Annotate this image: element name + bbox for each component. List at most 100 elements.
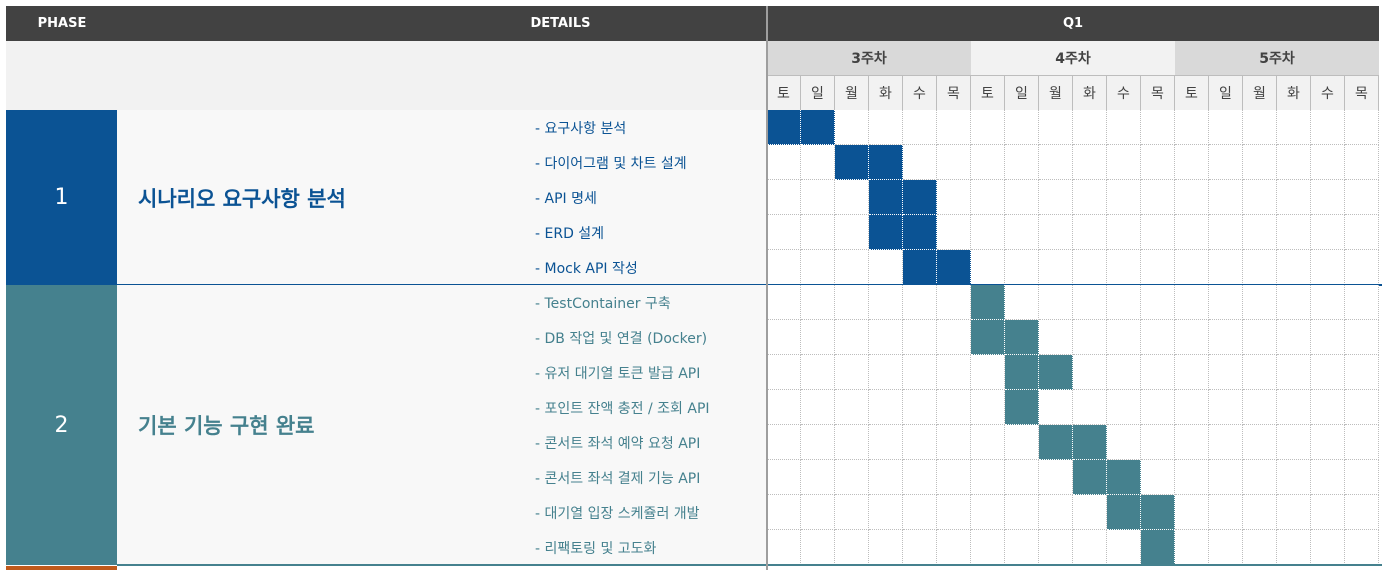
day-header: 일 [801, 75, 835, 110]
gantt-bar-cell [903, 250, 937, 285]
week-header-1-label: 3주차 [851, 51, 887, 67]
gantt-empty-cell [971, 180, 1005, 215]
phase-title-label: 기본 기능 구현 완료 [138, 414, 315, 438]
day-header: 수 [1107, 75, 1141, 110]
gantt-bar-cell [1039, 355, 1073, 390]
gantt-empty-cell [937, 355, 971, 390]
gantt-empty-cell [1243, 285, 1277, 320]
gantt-bar-cell [971, 320, 1005, 355]
gantt-empty-cell [1039, 250, 1073, 285]
gantt-empty-cell [1209, 530, 1243, 565]
gantt-empty-cell [1005, 250, 1039, 285]
gantt-empty-cell [1107, 110, 1141, 145]
gantt-empty-cell [1311, 250, 1345, 285]
day-header: 목 [1141, 75, 1175, 110]
gantt-empty-cell [1277, 285, 1311, 320]
gantt-empty-cell [801, 250, 835, 285]
gantt-empty-cell [937, 425, 971, 460]
task-label-label: - 요구사항 분석 [535, 120, 627, 137]
gantt-empty-cell [1039, 145, 1073, 180]
gantt-empty-cell [1175, 530, 1209, 565]
gantt-empty-cell [1345, 250, 1379, 285]
gantt-bar-cell [801, 110, 835, 145]
gantt-empty-cell [1073, 530, 1107, 565]
task-label-label: - 콘서트 좌석 결제 기능 API [535, 470, 701, 487]
gantt-empty-cell [1141, 425, 1175, 460]
day-header-label: 목 [1151, 86, 1164, 102]
gantt-empty-cell [1209, 460, 1243, 495]
task-label: - TestContainer 구축 [535, 285, 767, 320]
day-header-label: 수 [1117, 86, 1130, 102]
gantt-empty-cell [1039, 460, 1073, 495]
gantt-empty-cell [1277, 250, 1311, 285]
gantt-empty-cell [1005, 495, 1039, 530]
gantt-empty-cell [1039, 285, 1073, 320]
gantt-empty-cell [937, 390, 971, 425]
gantt-empty-cell [1107, 180, 1141, 215]
gantt-empty-cell [1311, 355, 1345, 390]
gantt-empty-cell [1039, 320, 1073, 355]
day-header-label: 월 [1049, 86, 1062, 102]
gantt-empty-cell [1141, 355, 1175, 390]
gantt-empty-cell [903, 110, 937, 145]
gantt-empty-cell [971, 110, 1005, 145]
gantt-empty-cell [1345, 425, 1379, 460]
week-header-3: 5주차 [1175, 41, 1379, 75]
gantt-empty-cell [1141, 460, 1175, 495]
gantt-empty-cell [903, 320, 937, 355]
gantt-empty-cell [1107, 250, 1141, 285]
gantt-empty-cell [971, 145, 1005, 180]
gantt-empty-cell [1209, 285, 1243, 320]
gantt-empty-cell [1243, 495, 1277, 530]
gantt-empty-cell [971, 530, 1005, 565]
gantt-empty-cell [835, 110, 869, 145]
day-header-label: 목 [1355, 86, 1368, 102]
gantt-empty-cell [1175, 250, 1209, 285]
gantt-empty-cell [1209, 495, 1243, 530]
gantt-empty-cell [1311, 110, 1345, 145]
gantt-empty-cell [937, 460, 971, 495]
gantt-empty-cell [1345, 215, 1379, 250]
gantt-bar-cell [1107, 495, 1141, 530]
gantt-empty-cell [835, 215, 869, 250]
day-header: 월 [1243, 75, 1277, 110]
gantt-empty-cell [971, 425, 1005, 460]
gantt-empty-cell [1005, 145, 1039, 180]
phase-number-cell-label: 2 [54, 412, 69, 438]
gantt-empty-cell [1107, 425, 1141, 460]
gantt-empty-cell [1073, 180, 1107, 215]
gantt-empty-cell [1107, 530, 1141, 565]
gantt-empty-cell [1277, 110, 1311, 145]
day-header: 토 [1175, 75, 1209, 110]
gantt-empty-cell [869, 460, 903, 495]
quarter-header: Q1 [767, 6, 1379, 41]
gantt-empty-cell [1141, 320, 1175, 355]
day-header-label: 화 [1287, 86, 1300, 102]
task-label-label: - API 명세 [535, 190, 597, 207]
gantt-empty-cell [1345, 530, 1379, 565]
next-phase-edge [6, 566, 117, 570]
gantt-empty-cell [1175, 215, 1209, 250]
gantt-empty-cell [1107, 215, 1141, 250]
day-header-label: 토 [981, 86, 994, 102]
phase-number-cell-label: 1 [54, 185, 69, 210]
gantt-empty-cell [1243, 460, 1277, 495]
gantt-bar-cell [1107, 460, 1141, 495]
gantt-empty-cell [767, 530, 801, 565]
gantt-empty-cell [1209, 250, 1243, 285]
gantt-empty-cell [1345, 285, 1379, 320]
task-label-label: - 유저 대기열 토큰 발급 API [535, 365, 701, 382]
gantt-empty-cell [1005, 110, 1039, 145]
gantt-empty-cell [1243, 530, 1277, 565]
gantt-empty-cell [971, 390, 1005, 425]
day-header-label: 수 [913, 86, 926, 102]
gantt-empty-cell [1209, 355, 1243, 390]
gantt-bar-cell [1141, 495, 1175, 530]
gantt-empty-cell [1209, 110, 1243, 145]
gantt-empty-cell [767, 320, 801, 355]
day-header-label: 목 [947, 86, 960, 102]
task-label: - DB 작업 및 연결 (Docker) [535, 320, 767, 355]
gantt-empty-cell [801, 320, 835, 355]
gantt-empty-cell [1209, 180, 1243, 215]
gantt-empty-cell [801, 180, 835, 215]
